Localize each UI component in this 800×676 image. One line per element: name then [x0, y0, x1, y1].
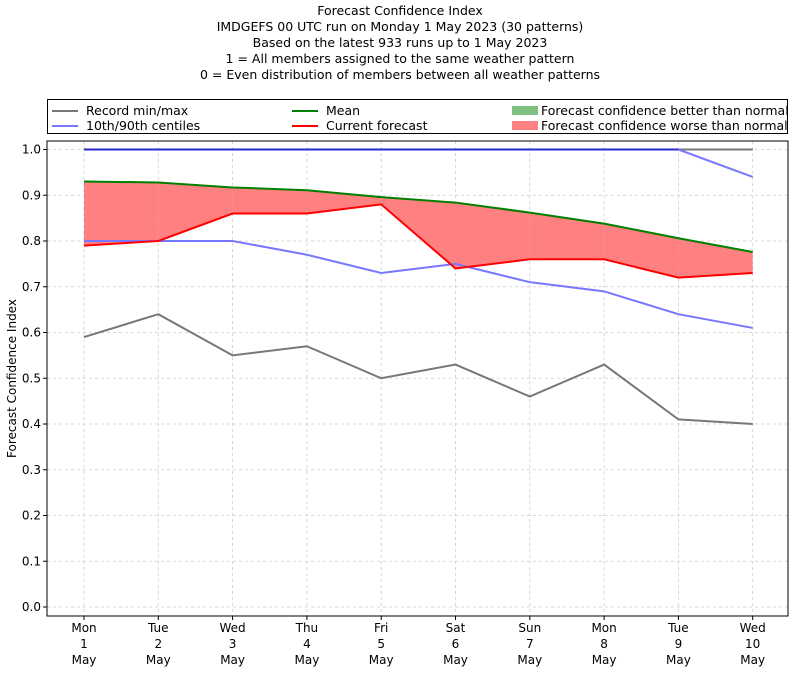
chart-title: Forecast Confidence Index — [317, 3, 483, 18]
line-current-forecast — [83, 203, 753, 279]
legend-item-better: Forecast confidence better than normal — [512, 103, 789, 118]
x-tick-label: May — [666, 653, 691, 667]
y-ticks: 0.0 0.1 0.2 0.3 0.4 0.5 0.6 0.7 0.8 0.9 1.0 — [22, 143, 47, 614]
y-tick-label: 0.9 — [22, 188, 41, 202]
x-tick-label: May — [369, 653, 394, 667]
fill-worse-than-normal — [529, 212, 605, 260]
y-tick-label: 0.7 — [22, 280, 41, 294]
x-tick-label: May — [146, 653, 171, 667]
x-tick-label: May — [740, 653, 765, 667]
chart-subtitle-3: 1 = All members assigned to the same wea… — [225, 51, 575, 66]
fill-worse-than-normal — [232, 187, 307, 214]
y-tick-label: 0.6 — [22, 326, 41, 340]
line-mean — [83, 180, 753, 253]
x-tick-label: Thu — [295, 621, 319, 635]
y-tick-label: 0.3 — [22, 463, 41, 477]
x-ticks: Mon 1 May Tue 2 May Wed 3 May Thu 4 May Fri 5 May Sat 6 M… — [71, 616, 766, 667]
chart-subtitle-4: 0 = Even distribution of members between… — [199, 67, 601, 82]
legend-label-better: Forecast confidence better than normal — [541, 103, 789, 118]
y-tick-label: 0.4 — [22, 417, 41, 431]
legend-item-mean: Mean — [292, 103, 360, 118]
chart-subtitle-2: Based on the latest 933 runs up to 1 May… — [252, 35, 548, 50]
x-tick-label: May — [72, 653, 97, 667]
fill-worse-than-normal — [678, 238, 753, 278]
x-tick-label: 3 — [229, 637, 237, 651]
line-90th-centile — [84, 148, 754, 178]
legend-swatch-record — [52, 109, 78, 112]
x-tick-label: May — [443, 653, 468, 667]
x-tick-label: Mon — [591, 621, 616, 635]
legend-label-worse: Forecast confidence worse than normal — [541, 118, 788, 133]
x-tick-label: Sun — [518, 621, 541, 635]
x-tick-label: May — [294, 653, 319, 667]
x-tick-label: Tue — [147, 621, 169, 635]
x-tick-label: 4 — [303, 637, 311, 651]
legend-item-worse: Forecast confidence worse than normal — [512, 118, 788, 133]
line-record-min — [83, 313, 753, 425]
x-tick-label: Wed — [220, 621, 246, 635]
fill-worse-than-normal — [381, 197, 456, 269]
legend-label-record: Record min/max — [86, 103, 189, 118]
x-tick-label: Sat — [446, 621, 466, 635]
x-tick-label: May — [517, 653, 542, 667]
chart-subtitle-1: IMDGEFS 00 UTC run on Monday 1 May 2023 … — [216, 19, 584, 34]
x-tick-label: Wed — [740, 621, 766, 635]
y-tick-label: 0.2 — [22, 509, 41, 523]
x-tick-label: 1 — [80, 637, 88, 651]
legend-item-forecast: Current forecast — [292, 118, 427, 133]
x-tick-label: 9 — [675, 637, 683, 651]
fill-worse-than-normal — [158, 182, 233, 241]
x-tick-label: 8 — [600, 637, 608, 651]
x-tick-label: May — [220, 653, 245, 667]
fill-worse-than-normal — [455, 202, 530, 269]
line-10th-centile — [84, 240, 753, 329]
fill-worse-than-normal — [84, 181, 159, 246]
y-tick-label: 0.5 — [22, 371, 41, 385]
y-tick-label: 1.0 — [22, 143, 41, 157]
legend-swatch-better — [512, 106, 538, 115]
x-tick-label: Fri — [374, 621, 388, 635]
x-tick-label: 10 — [745, 637, 760, 651]
fills — [84, 181, 753, 278]
x-tick-label: Tue — [667, 621, 689, 635]
x-tick-label: 7 — [526, 637, 534, 651]
y-tick-label: 0.1 — [22, 554, 41, 568]
chart-title-block: Forecast Confidence Index IMDGEFS 00 UTC… — [0, 3, 800, 83]
legend-swatch-centiles — [52, 124, 78, 127]
legend-label-mean: Mean — [326, 103, 361, 118]
y-tick-label: 0.0 — [22, 600, 41, 614]
legend-swatch-worse — [512, 121, 538, 130]
legend-item-centiles: 10th/90th centiles — [52, 118, 200, 133]
x-tick-label: May — [592, 653, 617, 667]
legend-label-forecast: Current forecast — [326, 118, 428, 133]
legend-item-record: Record min/max — [52, 103, 188, 118]
x-tick-label: 6 — [452, 637, 460, 651]
legend-label-centiles: 10th/90th centiles — [86, 118, 201, 133]
y-tick-label: 0.8 — [22, 234, 41, 248]
x-tick-label: Mon — [71, 621, 96, 635]
y-axis-label: Forecast Confidence Index — [5, 299, 19, 458]
legend-swatch-mean — [292, 109, 318, 112]
x-tick-label: 5 — [377, 637, 385, 651]
chart-legend: Record min/max 10th/90th centiles Mean C… — [47, 99, 789, 134]
fill-worse-than-normal — [604, 223, 679, 278]
legend-swatch-forecast — [292, 124, 318, 127]
x-tick-label: 2 — [154, 637, 162, 651]
series-lines — [83, 148, 754, 425]
